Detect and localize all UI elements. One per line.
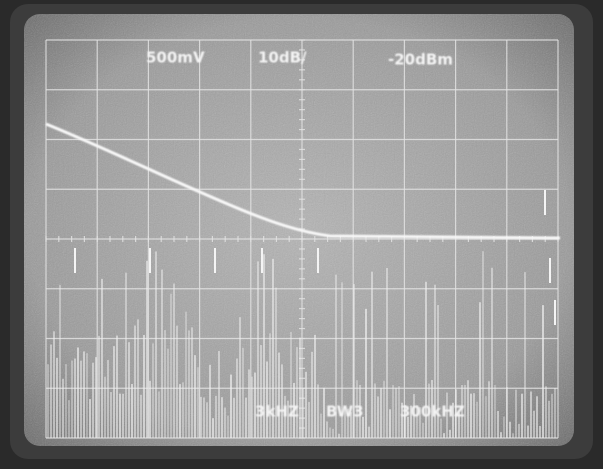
bottom-label: BW3 — [326, 403, 364, 421]
bottom-label: 3kHZ — [255, 403, 299, 421]
bottom-label: 300kHZ — [400, 403, 465, 421]
top-label: 10dB/ — [258, 49, 307, 67]
noise-floor — [47, 190, 556, 438]
top-label: -20dBm — [388, 51, 453, 69]
trace — [45, 122, 561, 240]
top-label: 500mV — [146, 49, 205, 67]
